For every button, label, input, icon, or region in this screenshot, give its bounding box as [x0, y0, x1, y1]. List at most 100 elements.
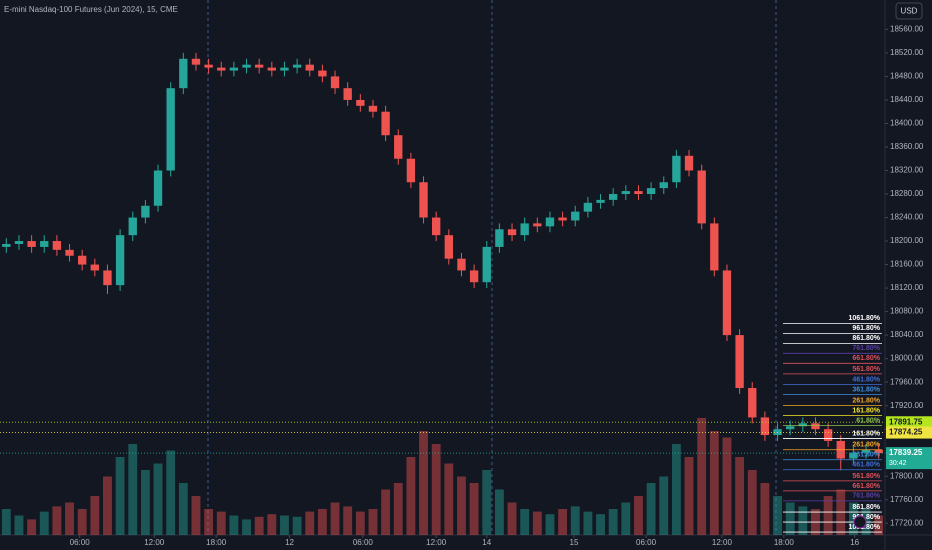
y-tick-label: 18320.00: [890, 166, 924, 175]
fib-label: 861.80%: [852, 335, 880, 342]
y-tick-label: 18120.00: [890, 283, 924, 292]
volume-bar: [621, 502, 631, 535]
x-tick-label: 12:00: [712, 538, 733, 547]
volume-bar: [166, 450, 176, 535]
volume-bar: [457, 476, 466, 535]
candle-body: [748, 388, 757, 418]
volume-bar: [583, 511, 593, 535]
volume-bar: [848, 502, 858, 535]
volume-bar: [317, 509, 327, 535]
y-tick-label: 17920.00: [890, 401, 924, 410]
currency-box[interactable]: [895, 2, 923, 20]
fib-label: 761.80%: [852, 345, 880, 352]
alert-icon[interactable]: [853, 515, 867, 529]
volume-bar: [393, 483, 403, 535]
y-tick-label: 18480.00: [890, 72, 924, 81]
candle-body: [596, 199, 605, 203]
volume-bar: [646, 483, 656, 535]
price-layer: 1061.80% 961.80% 861.80% 761.80% 661.80% 561.…: [0, 52, 885, 533]
countdown: 30:42: [889, 460, 907, 467]
volume-bar: [77, 509, 87, 535]
y-tick-label: 18160.00: [890, 260, 924, 269]
candle-body: [760, 417, 770, 436]
x-tick-label: 16: [850, 538, 859, 547]
volume-bar: [469, 483, 479, 535]
candle-body: [305, 64, 314, 71]
volume-bar: [178, 483, 188, 535]
volume-bar: [1, 509, 11, 535]
candle-body: [343, 88, 352, 100]
volume-bar: [735, 457, 745, 535]
x-tick-label: 12:00: [426, 538, 447, 547]
volume-bar: [760, 483, 770, 535]
candle-body: [558, 217, 567, 221]
y-tick-label: 18000.00: [890, 354, 924, 363]
volume-bar: [482, 470, 492, 535]
price-tag-value: 17839.25: [889, 448, 923, 457]
volume-bar: [406, 457, 416, 535]
volume-bar: [216, 511, 226, 535]
price-tag: [886, 426, 932, 439]
y-tick-label: 18520.00: [890, 48, 924, 57]
candle-body: [191, 58, 201, 65]
fib-label: 361.80%: [852, 452, 880, 459]
volume-bar: [292, 516, 302, 535]
volume-bar: [254, 516, 264, 535]
fib-label: 761.80%: [852, 493, 880, 500]
price-tag: [886, 447, 932, 470]
candle-body: [672, 155, 681, 183]
volume-bar: [596, 514, 605, 535]
y-tick-label: 18040.00: [890, 330, 924, 339]
volume-bar: [785, 502, 795, 535]
candle-body: [255, 64, 264, 68]
candle-body: [786, 426, 795, 430]
y-tick-label: 18200.00: [890, 236, 924, 245]
y-tick-label: 18440.00: [890, 95, 924, 104]
fib-label: 1061.80%: [848, 315, 880, 322]
candle-body: [646, 188, 656, 195]
candle-body: [811, 423, 820, 430]
candle-body: [356, 99, 365, 106]
fib-label: 561.80%: [852, 473, 880, 480]
candle-body: [368, 105, 378, 112]
candle-body: [242, 64, 251, 68]
candle-body: [823, 429, 833, 441]
y-tick-label: 18240.00: [890, 213, 924, 222]
volume-bar: [140, 470, 150, 535]
x-tick-label: 06:00: [636, 538, 657, 547]
candle-body: [533, 223, 542, 227]
y-tick-label: 18280.00: [890, 189, 924, 198]
candle-body: [432, 217, 441, 236]
fib-label: 961.80%: [852, 514, 880, 521]
volume-bar: [39, 511, 49, 535]
candle-body: [128, 217, 137, 236]
volume-bar: [103, 476, 112, 535]
candle-body: [394, 135, 403, 159]
volume-bar: [368, 509, 378, 535]
candle-body: [735, 335, 744, 389]
volume-bar: [520, 509, 530, 535]
fib-label: 461.80%: [852, 376, 880, 383]
volume-bar: [773, 496, 782, 535]
candle-body: [710, 223, 719, 271]
fib-label: 161.80%: [852, 407, 880, 414]
candle-body: [583, 202, 593, 212]
fib-label: 261.80%: [852, 398, 880, 405]
candle-body: [27, 241, 36, 247]
volume-bar: [671, 444, 681, 535]
candle-body: [280, 67, 289, 71]
candle-body: [103, 270, 112, 286]
candle-body: [229, 67, 239, 71]
volume-bar: [431, 444, 441, 535]
candle-body: [849, 452, 858, 459]
candle-body: [457, 258, 466, 271]
volume-bar: [229, 515, 239, 535]
fib-label: 561.80%: [852, 366, 880, 373]
candle-body: [330, 76, 340, 89]
candle-body: [381, 111, 390, 136]
volume-bar: [355, 511, 365, 535]
x-tick-label: 14: [482, 538, 491, 547]
candle-body: [634, 191, 643, 195]
volume-bar: [494, 489, 504, 535]
